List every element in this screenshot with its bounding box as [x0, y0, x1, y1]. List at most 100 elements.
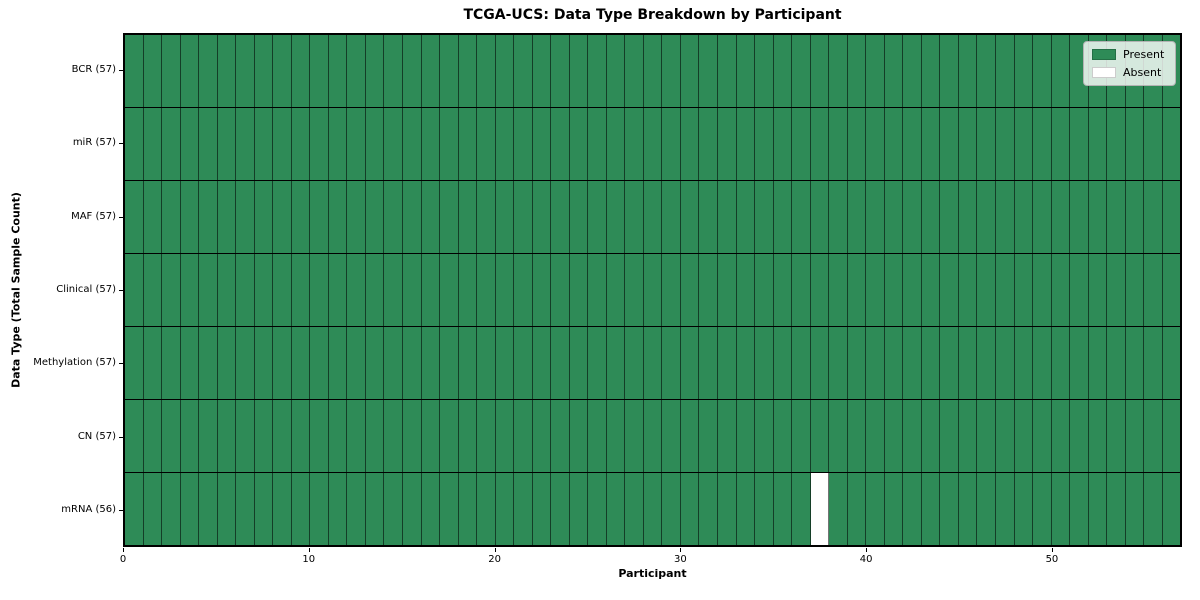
heatmap-cell-present	[328, 254, 348, 326]
heatmap-cell-present	[940, 327, 959, 399]
heatmap-cell-present	[903, 181, 922, 253]
heatmap-cell-present	[1014, 181, 1034, 253]
heatmap-cell-present	[532, 35, 552, 107]
heatmap-cell-present	[1070, 181, 1089, 253]
heatmap-cell-present	[477, 254, 496, 326]
heatmap-cell-present	[736, 327, 756, 399]
heatmap-cell-present	[866, 35, 885, 107]
heatmap-cell-present	[180, 327, 200, 399]
heatmap-cell-present	[884, 181, 904, 253]
heatmap-row-Methylation	[125, 327, 1181, 400]
x-tick-label: 0	[119, 554, 127, 565]
y-tick-label: Methylation (57)	[33, 357, 116, 369]
heatmap-cell-present	[217, 400, 237, 472]
heatmap-cell-present	[310, 181, 329, 253]
heatmap-cell-absent	[810, 473, 830, 545]
heatmap-cell-present	[1033, 254, 1052, 326]
heatmap-cell-present	[569, 35, 589, 107]
heatmap-cell-present	[792, 35, 811, 107]
heatmap-cell-present	[1088, 473, 1108, 545]
heatmap-cell-present	[755, 108, 774, 180]
heatmap-cell-present	[310, 35, 329, 107]
heatmap-cell-present	[1107, 108, 1126, 180]
heatmap-cell-present	[569, 327, 589, 399]
y-tick-mark	[119, 69, 123, 71]
heatmap-cell-present	[792, 108, 811, 180]
x-tick-mark	[866, 548, 868, 552]
heatmap-cell-present	[866, 181, 885, 253]
heatmap-cell-present	[903, 327, 922, 399]
heatmap-cell-present	[402, 35, 422, 107]
heatmap-cell-present	[551, 473, 570, 545]
heatmap-cell-present	[1144, 181, 1163, 253]
heatmap-cell-present	[680, 254, 700, 326]
heatmap-cell-present	[180, 181, 200, 253]
heatmap-cell-present	[625, 400, 644, 472]
legend-entry-absent: Absent	[1092, 66, 1167, 79]
heatmap-cell-present	[847, 181, 867, 253]
heatmap-cell-present	[995, 108, 1015, 180]
heatmap-cell-present	[588, 400, 607, 472]
heatmap-cell-present	[477, 181, 496, 253]
x-axis-title: Participant	[618, 567, 687, 580]
heatmap-cell-present	[347, 254, 366, 326]
heatmap-cell-present	[1162, 400, 1181, 472]
plot-area	[123, 33, 1182, 547]
heatmap-cell-present	[680, 327, 700, 399]
heatmap-cell-present	[532, 473, 552, 545]
heatmap-cell-present	[718, 327, 737, 399]
heatmap-cell-present	[1144, 327, 1163, 399]
heatmap-cell-present	[736, 400, 756, 472]
heatmap-cell-present	[606, 400, 626, 472]
heatmap-cell-present	[477, 473, 496, 545]
heatmap-cell-present	[903, 400, 922, 472]
y-tick-mark	[119, 290, 123, 291]
heatmap-cell-present	[254, 35, 274, 107]
heatmap-cell-present	[458, 35, 478, 107]
heatmap-cell-present	[402, 327, 422, 399]
heatmap-cell-present	[792, 400, 811, 472]
heatmap-cell-present	[662, 254, 681, 326]
heatmap-cell-present	[365, 327, 385, 399]
heatmap-cell-present	[217, 35, 237, 107]
heatmap-cell-present	[1070, 473, 1089, 545]
heatmap-cell-present	[884, 35, 904, 107]
heatmap-cell-present	[773, 35, 793, 107]
heatmap-cell-present	[273, 108, 292, 180]
heatmap-cell-present	[903, 473, 922, 545]
heatmap-cell-present	[236, 473, 255, 545]
heatmap-cell-present	[810, 327, 830, 399]
heatmap-row-miR	[125, 108, 1181, 181]
heatmap-cell-present	[514, 254, 533, 326]
heatmap-cell-present	[1070, 327, 1089, 399]
legend-swatch-absent	[1092, 67, 1116, 78]
heatmap-cell-present	[1125, 327, 1145, 399]
heatmap-cell-present	[866, 473, 885, 545]
heatmap-cell-present	[718, 108, 737, 180]
heatmap-cell-present	[162, 327, 181, 399]
heatmap-cell-present	[477, 327, 496, 399]
heatmap-cell-present	[1051, 473, 1071, 545]
heatmap-cell-present	[625, 473, 644, 545]
heatmap-cell-present	[495, 35, 515, 107]
heatmap-cell-present	[477, 400, 496, 472]
heatmap-cell-present	[718, 35, 737, 107]
y-tick-mark	[119, 143, 123, 145]
heatmap-cell-present	[217, 254, 237, 326]
heatmap-cell-present	[829, 181, 848, 253]
x-tick-label: 30	[673, 554, 687, 565]
heatmap-cell-present	[792, 254, 811, 326]
heatmap-cell-present	[125, 35, 144, 107]
heatmap-cell-present	[514, 473, 533, 545]
heatmap-cell-present	[977, 108, 996, 180]
heatmap-cell-present	[514, 400, 533, 472]
heatmap-cell-present	[940, 400, 959, 472]
heatmap-cell-present	[199, 181, 218, 253]
heatmap-cell-present	[1014, 254, 1034, 326]
y-tick-label: miR (57)	[72, 137, 116, 149]
heatmap-cell-present	[514, 327, 533, 399]
heatmap-cell-present	[495, 327, 515, 399]
heatmap-cell-present	[588, 254, 607, 326]
heatmap-cell-present	[514, 108, 533, 180]
heatmap-cell-present	[643, 327, 663, 399]
